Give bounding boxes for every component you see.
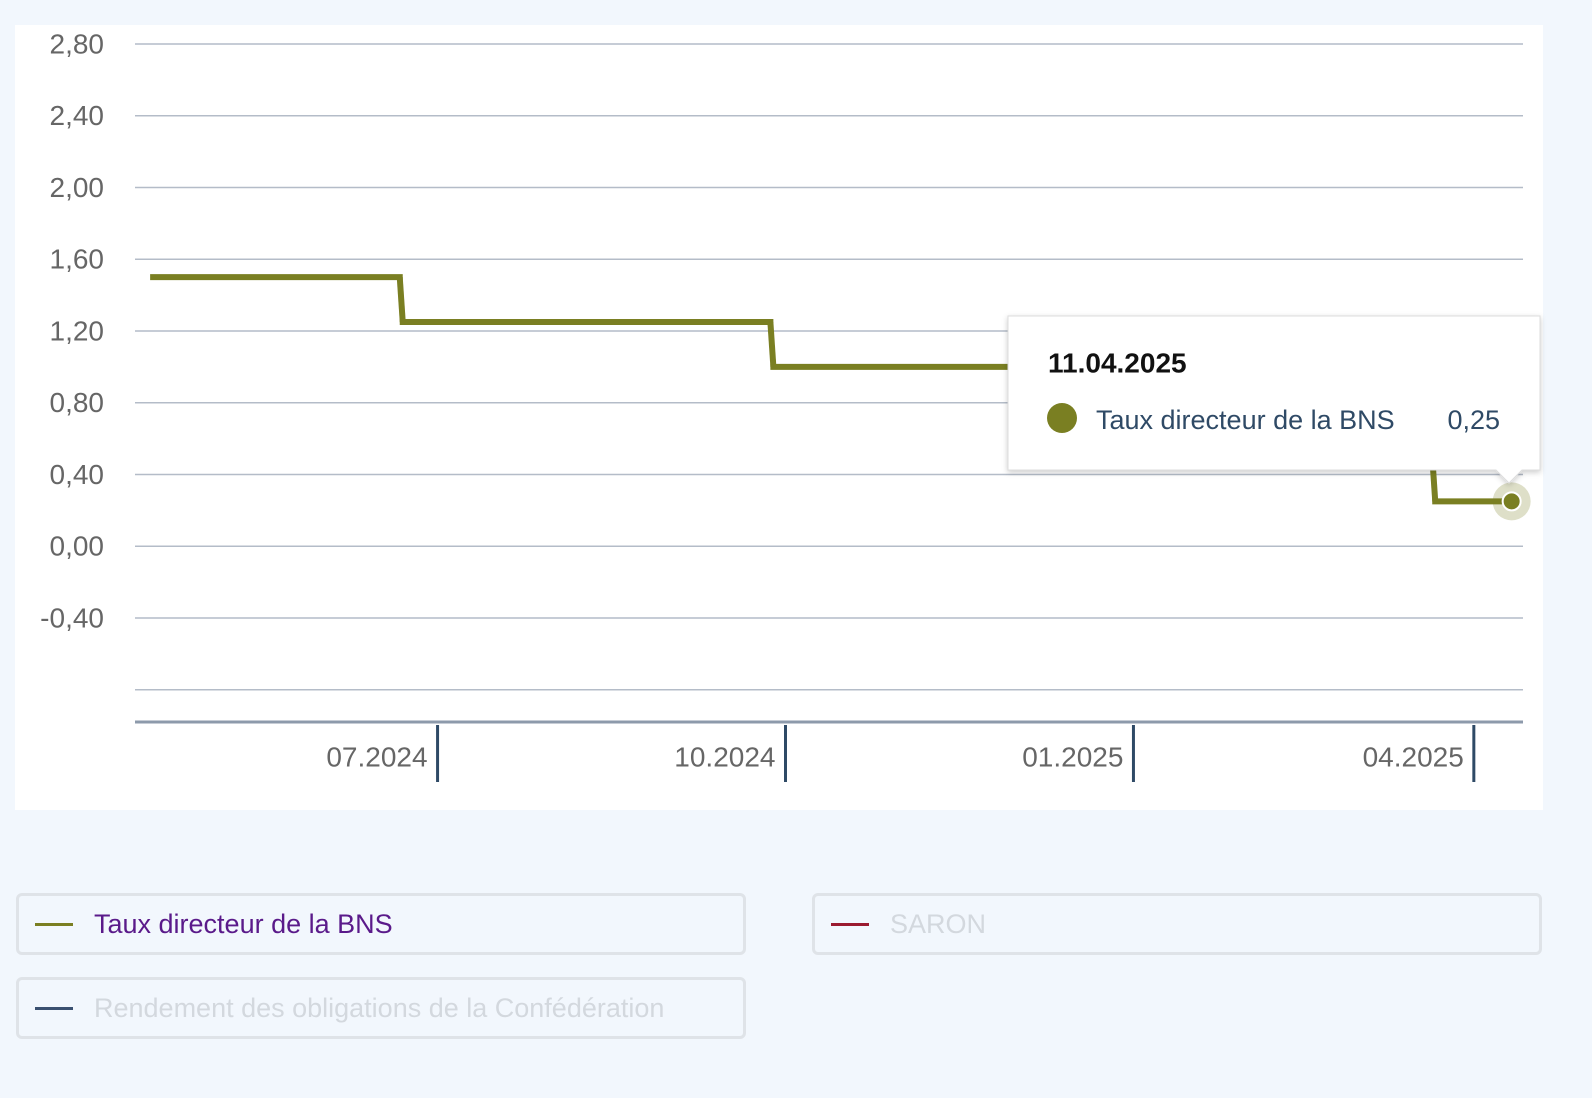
legend-swatch	[35, 1006, 73, 1010]
x-tick-label: 01.2025	[1022, 741, 1123, 772]
y-tick-label: 2,40	[50, 100, 105, 131]
legend-swatch	[831, 922, 869, 926]
step-riser	[396, 276, 406, 323]
tooltip-box	[1007, 315, 1541, 484]
legend-item[interactable]: SARON	[812, 893, 1542, 955]
y-tick-label: -0,40	[40, 602, 104, 633]
y-tick-label: 0,40	[50, 459, 105, 490]
y-tick-label: 2,80	[50, 28, 105, 59]
step-riser	[767, 321, 777, 368]
y-tick-label: 1,20	[50, 315, 105, 346]
legend-item[interactable]: Taux directeur de la BNS	[16, 893, 746, 955]
legend-label: Rendement des obligations de la Confédér…	[94, 992, 665, 1023]
tooltip: 11.04.2025 Taux directeur de la BNS 0,25	[1007, 315, 1541, 484]
y-tick-label: 0,00	[50, 531, 105, 562]
y-tick-label: 0,80	[50, 387, 105, 418]
legend-item[interactable]: Rendement des obligations de la Confédér…	[16, 977, 746, 1039]
tooltip-swatch	[1047, 403, 1077, 433]
x-tick-label: 10.2024	[674, 741, 775, 772]
tooltip-date: 11.04.2025	[1048, 347, 1187, 378]
x-tick-label: 07.2024	[326, 741, 427, 772]
legend-label: Taux directeur de la BNS	[94, 908, 393, 939]
legend-swatch	[35, 922, 73, 926]
y-tick-label: 1,60	[50, 244, 105, 275]
legend-label: SARON	[890, 908, 987, 939]
tooltip-value: 0,25	[1447, 405, 1500, 435]
y-tick-label: 2,00	[50, 172, 105, 203]
point	[1501, 491, 1522, 512]
tooltip-series: Taux directeur de la BNS	[1096, 405, 1395, 435]
x-tick-label: 04.2025	[1363, 741, 1464, 772]
